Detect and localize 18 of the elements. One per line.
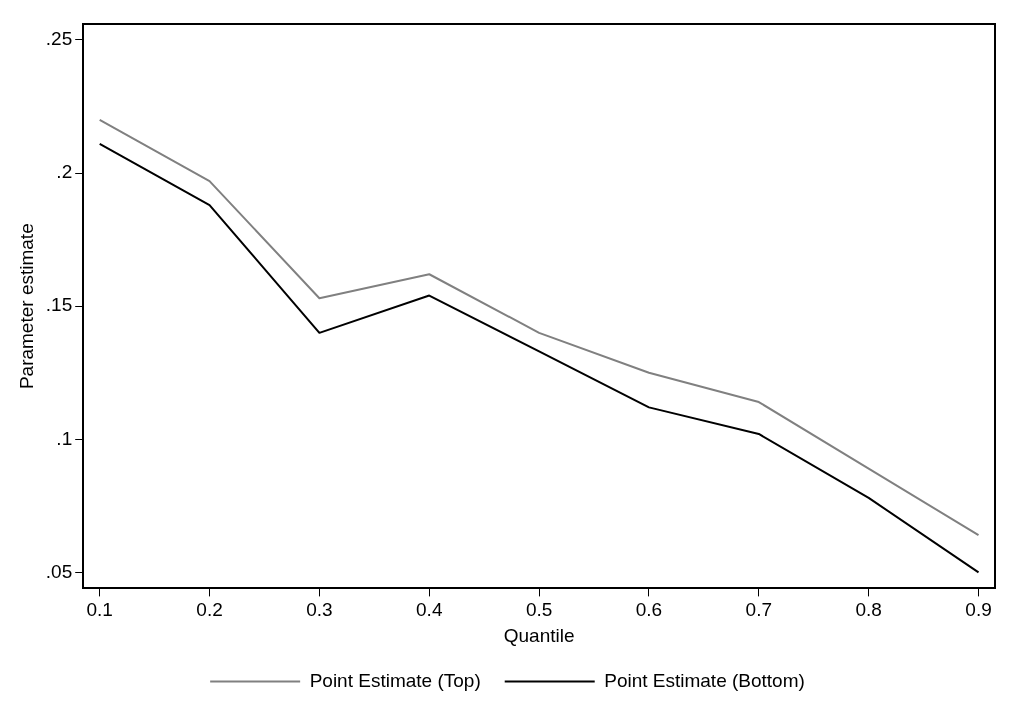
x-tick-label: 0.1 bbox=[86, 599, 113, 621]
y-tick-label: .15 bbox=[45, 294, 73, 316]
y-tick-label: .25 bbox=[45, 28, 73, 50]
y-tick-label: .05 bbox=[45, 560, 73, 582]
x-tick-label: 0.4 bbox=[416, 599, 443, 621]
y-tick-label: .2 bbox=[56, 161, 73, 183]
x-axis-title: Quantile bbox=[503, 624, 575, 646]
y-tick-label: .1 bbox=[56, 427, 73, 449]
x-tick-label: 0.2 bbox=[196, 599, 223, 621]
x-tick-label: 0.7 bbox=[745, 599, 773, 621]
y-axis-title: Parameter estimate bbox=[15, 223, 37, 390]
x-tick-label: 0.9 bbox=[965, 599, 992, 621]
x-tick-label: 0.5 bbox=[525, 599, 553, 621]
x-tick-label: 0.6 bbox=[635, 599, 663, 621]
legend-label: Point Estimate (Top) bbox=[309, 669, 481, 691]
legend-label: Point Estimate (Bottom) bbox=[604, 669, 805, 691]
x-tick-label: 0.8 bbox=[855, 599, 882, 621]
x-tick-label: 0.3 bbox=[306, 599, 333, 621]
